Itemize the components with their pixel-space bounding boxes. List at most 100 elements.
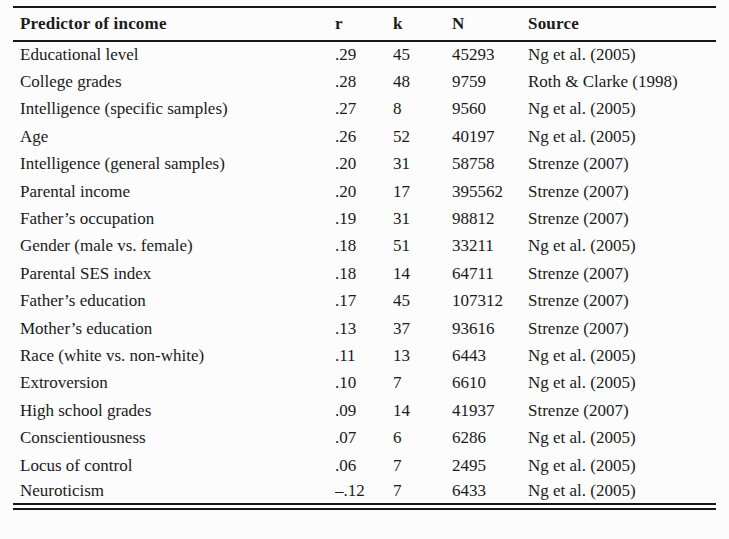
cell-n: 6443	[452, 342, 528, 369]
cell-r: –.12	[335, 479, 393, 506]
cell-r: .26	[335, 123, 393, 150]
table-header: Predictor of income r k N Source	[13, 7, 716, 41]
cell-predictor: Intelligence (general samples)	[13, 151, 335, 178]
cell-r: .13	[335, 315, 393, 342]
cell-predictor: Intelligence (specific samples)	[13, 96, 335, 123]
table-row: Conscientiousness.0766286Ng et al. (2005…	[13, 424, 716, 451]
col-header-source: Source	[528, 7, 716, 41]
table-row: Race (white vs. non-white).11136443Ng et…	[13, 342, 716, 369]
cell-source: Ng et al. (2005)	[528, 233, 716, 260]
cell-source: Strenze (2007)	[528, 260, 716, 287]
cell-n: 6433	[452, 479, 528, 506]
cell-n: 6286	[452, 424, 528, 451]
cell-predictor: Parental SES index	[13, 260, 335, 287]
cell-source: Strenze (2007)	[528, 205, 716, 232]
table-row: Mother’s education.133793616Strenze (200…	[13, 315, 716, 342]
cell-r: .11	[335, 342, 393, 369]
cell-n: 9560	[452, 96, 528, 123]
cell-predictor: Neuroticism	[13, 479, 335, 506]
cell-k: 13	[393, 342, 452, 369]
table-row: Father’s education.1745107312Strenze (20…	[13, 288, 716, 315]
cell-source: Strenze (2007)	[528, 315, 716, 342]
cell-predictor: Parental income	[13, 178, 335, 205]
cell-source: Ng et al. (2005)	[528, 123, 716, 150]
cell-r: .20	[335, 178, 393, 205]
cell-predictor: College grades	[13, 68, 335, 95]
page: Predictor of income r k N Source Educati…	[0, 0, 729, 539]
cell-n: 2495	[452, 452, 528, 479]
cell-n: 6610	[452, 370, 528, 397]
income-predictors-table: Predictor of income r k N Source Educati…	[13, 6, 716, 510]
cell-predictor: Mother’s education	[13, 315, 335, 342]
cell-r: .18	[335, 260, 393, 287]
col-header-n: N	[452, 7, 528, 41]
table-row: High school grades.091441937Strenze (200…	[13, 397, 716, 424]
cell-source: Ng et al. (2005)	[528, 342, 716, 369]
cell-n: 93616	[452, 315, 528, 342]
header-row: Predictor of income r k N Source	[13, 7, 716, 41]
cell-k: 14	[393, 260, 452, 287]
cell-n: 9759	[452, 68, 528, 95]
table-row: Neuroticism–.1276433Ng et al. (2005)	[13, 479, 716, 506]
cell-source: Ng et al. (2005)	[528, 41, 716, 68]
table-row: Extroversion.1076610Ng et al. (2005)	[13, 370, 716, 397]
cell-r: .28	[335, 68, 393, 95]
cell-predictor: Locus of control	[13, 452, 335, 479]
cell-source: Ng et al. (2005)	[528, 452, 716, 479]
cell-predictor: Conscientiousness	[13, 424, 335, 451]
table-row: Educational level.294545293Ng et al. (20…	[13, 41, 716, 68]
cell-r: .09	[335, 397, 393, 424]
table-row: Parental income.2017395562Strenze (2007)	[13, 178, 716, 205]
cell-predictor: Race (white vs. non-white)	[13, 342, 335, 369]
cell-r: .06	[335, 452, 393, 479]
cell-k: 6	[393, 424, 452, 451]
cell-k: 31	[393, 205, 452, 232]
cell-n: 395562	[452, 178, 528, 205]
cell-source: Ng et al. (2005)	[528, 424, 716, 451]
cell-r: .29	[335, 41, 393, 68]
cell-k: 7	[393, 370, 452, 397]
table-row: Parental SES index.181464711Strenze (200…	[13, 260, 716, 287]
cell-predictor: Age	[13, 123, 335, 150]
table-row: Gender (male vs. female).185133211Ng et …	[13, 233, 716, 260]
col-header-predictor: Predictor of income	[13, 7, 335, 41]
cell-r: .10	[335, 370, 393, 397]
cell-source: Strenze (2007)	[528, 178, 716, 205]
cell-n: 45293	[452, 41, 528, 68]
cell-k: 7	[393, 452, 452, 479]
table-row: Intelligence (specific samples).2789560N…	[13, 96, 716, 123]
cell-n: 33211	[452, 233, 528, 260]
cell-r: .18	[335, 233, 393, 260]
cell-r: .07	[335, 424, 393, 451]
cell-r: .27	[335, 96, 393, 123]
cell-k: 7	[393, 479, 452, 506]
cell-source: Ng et al. (2005)	[528, 370, 716, 397]
cell-k: 52	[393, 123, 452, 150]
cell-source: Ng et al. (2005)	[528, 479, 716, 506]
cell-n: 107312	[452, 288, 528, 315]
cell-predictor: Father’s education	[13, 288, 335, 315]
cell-n: 58758	[452, 151, 528, 178]
cell-k: 51	[393, 233, 452, 260]
cell-k: 48	[393, 68, 452, 95]
table-body: Educational level.294545293Ng et al. (20…	[13, 41, 716, 507]
cell-predictor: High school grades	[13, 397, 335, 424]
cell-source: Strenze (2007)	[528, 397, 716, 424]
cell-n: 98812	[452, 205, 528, 232]
col-header-r: r	[335, 7, 393, 41]
cell-source: Ng et al. (2005)	[528, 96, 716, 123]
cell-k: 37	[393, 315, 452, 342]
cell-k: 14	[393, 397, 452, 424]
cell-source: Strenze (2007)	[528, 288, 716, 315]
cell-k: 8	[393, 96, 452, 123]
cell-source: Roth & Clarke (1998)	[528, 68, 716, 95]
cell-k: 31	[393, 151, 452, 178]
cell-k: 45	[393, 41, 452, 68]
cell-k: 17	[393, 178, 452, 205]
cell-predictor: Gender (male vs. female)	[13, 233, 335, 260]
cell-predictor: Father’s occupation	[13, 205, 335, 232]
cell-r: .17	[335, 288, 393, 315]
cell-source: Strenze (2007)	[528, 151, 716, 178]
table-row: Intelligence (general samples).203158758…	[13, 151, 716, 178]
cell-n: 64711	[452, 260, 528, 287]
